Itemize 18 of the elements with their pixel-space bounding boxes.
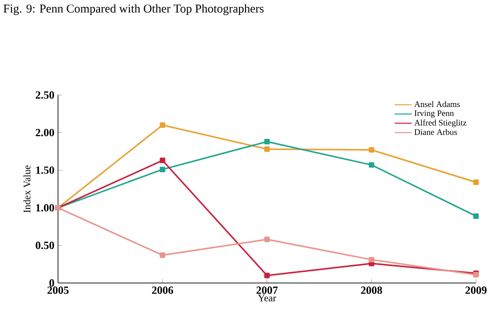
x-tick-label: 2008 xyxy=(360,286,382,294)
legend-label: Alfred Stieglitz xyxy=(414,120,466,128)
chart-title: Fig. 9: Penn Compared with Other Top Photographers xyxy=(4,4,264,16)
y-axis-title: Index Value xyxy=(23,165,30,213)
y-tick-label: 1.50 xyxy=(36,166,54,174)
legend-label: Ansel Adams xyxy=(414,101,460,108)
legend-label: Irving Penn xyxy=(414,110,454,118)
x-tick-label: 2007 xyxy=(256,286,278,294)
x-tick-label: 2005 xyxy=(48,286,69,294)
y-tick-label: 2.50 xyxy=(36,91,54,99)
x-tick-label: 2006 xyxy=(152,286,174,294)
x-axis-title: Year xyxy=(258,294,276,302)
y-tick-label: 2.00 xyxy=(36,128,54,136)
x-tick-label: 2009 xyxy=(465,286,487,294)
y-tick-label: 1.00 xyxy=(36,204,54,212)
y-tick-label: 0 xyxy=(49,279,54,287)
y-tick-label: 0.50 xyxy=(36,242,54,250)
legend-label: Diane Arbus xyxy=(414,128,457,135)
